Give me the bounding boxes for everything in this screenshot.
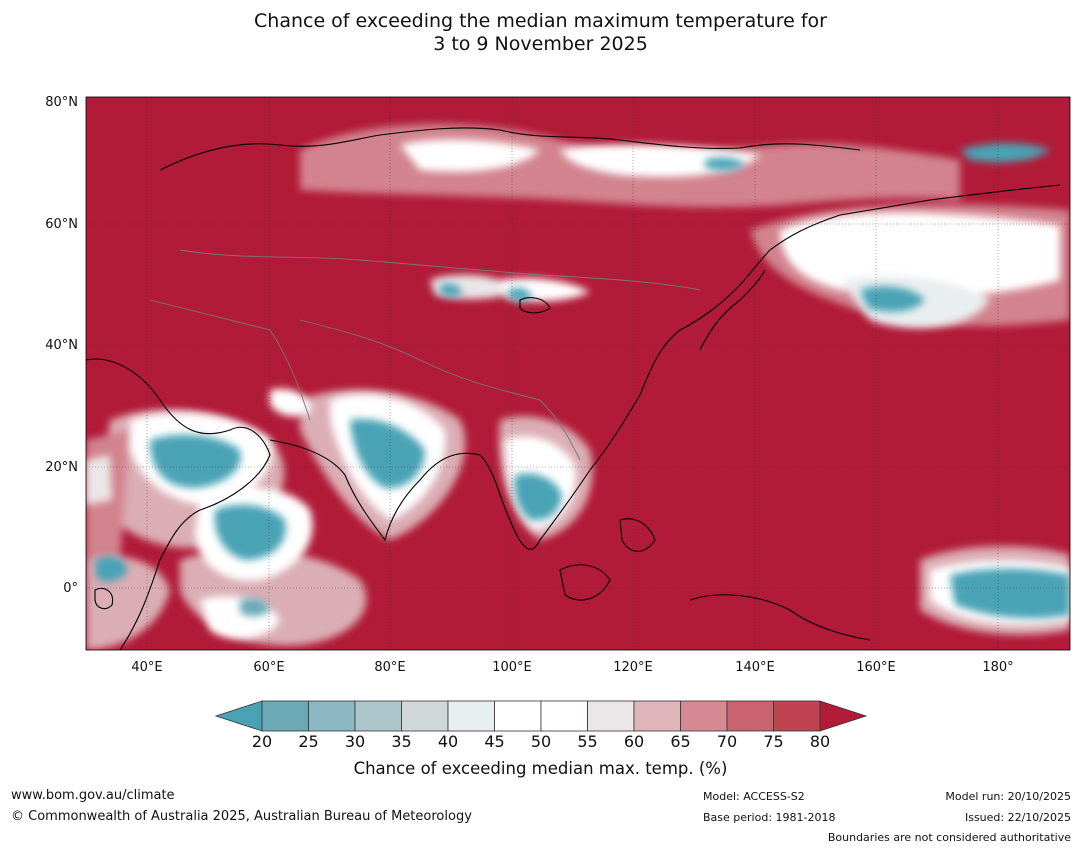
- colorbar-label: Chance of exceeding median max. temp. (%…: [353, 759, 728, 778]
- colorbar-tick-label: 75: [763, 732, 784, 751]
- colorbar-tick-label: 50: [530, 732, 552, 751]
- footer-disclaimer: Boundaries are not considered authoritat…: [827, 831, 1071, 844]
- footer-url[interactable]: www.bom.gov.au/climate: [11, 788, 175, 803]
- colorbar-segment: [726, 700, 774, 732]
- colorbar-segment: [633, 700, 681, 732]
- colorbar-tick-label: 40: [437, 732, 459, 751]
- footer-model-run: Model run: 20/10/2025: [945, 790, 1071, 803]
- colorbar-tick-label: 65: [670, 732, 691, 751]
- chart-title-line-2: 3 to 9 November 2025: [433, 33, 648, 55]
- lon-tick-160e: 160°E: [856, 660, 896, 675]
- lat-tick-0: 0°: [63, 581, 78, 596]
- lat-tick-80n: 80°N: [45, 95, 78, 110]
- footer-issued: Issued: 22/10/2025: [964, 811, 1071, 824]
- colorbar-tick-label: 25: [298, 732, 319, 751]
- colorbar-tick-label: 45: [484, 732, 505, 751]
- country-borders: [149, 249, 701, 461]
- colorbar-segment: [494, 700, 542, 732]
- colorbar-segment: [447, 700, 495, 732]
- lon-tick-180: 180°: [982, 660, 1014, 675]
- lon-tick-80e: 80°E: [374, 660, 406, 675]
- colorbar-tick-label: 60: [623, 732, 645, 751]
- colorbar-segment: [587, 700, 635, 732]
- colorbar-segment: [773, 700, 821, 732]
- lat-tick-40n: 40°N: [45, 338, 78, 353]
- colorbar-tick-label: 20: [251, 732, 273, 751]
- colorbar-segment: [680, 700, 728, 732]
- lat-tick-20n: 20°N: [45, 460, 78, 475]
- colorbar-segment: [540, 700, 588, 732]
- colorbar-tick-label: 55: [577, 732, 598, 751]
- footer-base-period: Base period: 1981-2018: [703, 811, 836, 824]
- forecast-map: [85, 96, 1071, 651]
- footer-copyright: © Commonwealth of Australia 2025, Austra…: [11, 809, 472, 824]
- lon-tick-40e: 40°E: [131, 660, 163, 675]
- colorbar-segment: [354, 700, 402, 732]
- lon-tick-140e: 140°E: [735, 660, 775, 675]
- colorbar-extend-high: [819, 700, 868, 732]
- colorbar-extend-low: [214, 700, 263, 732]
- colorbar-segment: [401, 700, 449, 732]
- coastlines: [86, 127, 1061, 650]
- colorbar-tick-label: 70: [716, 732, 738, 751]
- lon-tick-60e: 60°E: [253, 660, 285, 675]
- colorbar-segment: [261, 700, 309, 732]
- colorbar-tick-label: 80: [809, 732, 831, 751]
- lat-tick-60n: 60°N: [45, 217, 78, 232]
- footer-model: Model: ACCESS-S2: [703, 790, 805, 803]
- lon-tick-100e: 100°E: [492, 660, 532, 675]
- colorbar-tick-label: 30: [344, 732, 366, 751]
- lon-tick-120e: 120°E: [613, 660, 653, 675]
- colorbar-tick-label: 35: [391, 732, 412, 751]
- graticule-lines: [86, 97, 1070, 650]
- chart-title-line-1: Chance of exceeding the median maximum t…: [254, 10, 827, 32]
- colorbar-segment: [308, 700, 356, 732]
